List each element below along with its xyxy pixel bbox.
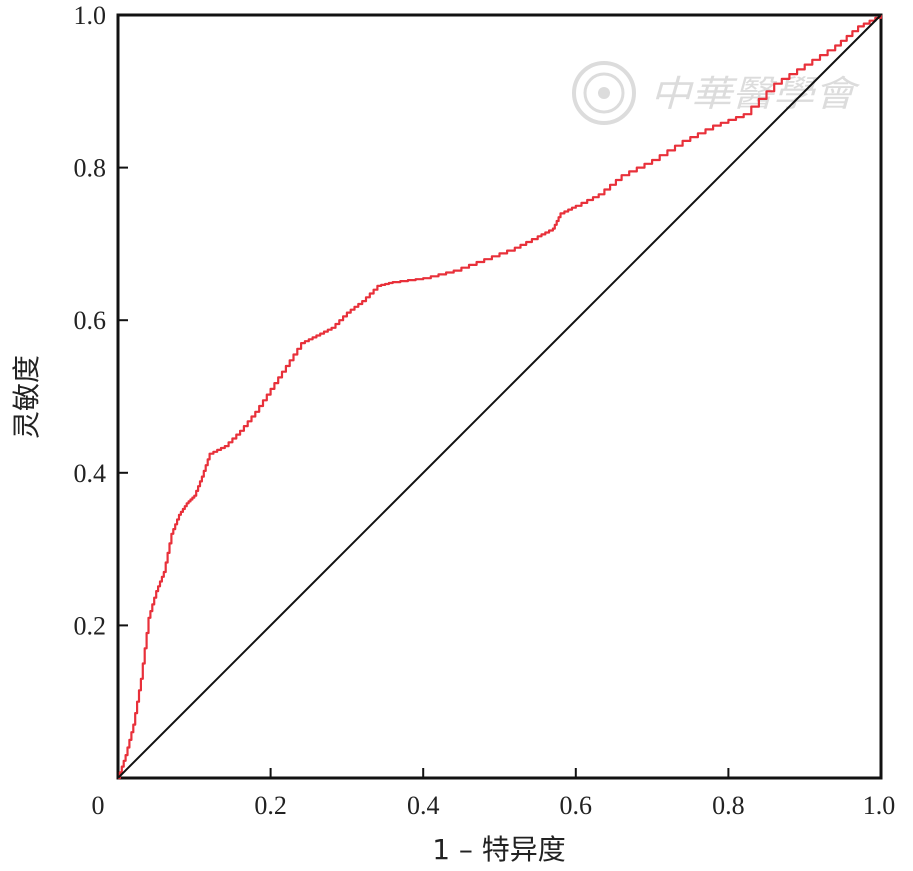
y-tick-label: 1.0 <box>74 1 107 30</box>
x-tick-label: 1.0 <box>863 791 896 820</box>
reference-diagonal-line <box>117 14 882 779</box>
y-tick-label: 0.8 <box>74 154 107 183</box>
y-tick-label: 0.6 <box>74 306 107 335</box>
y-tick-label: 0.4 <box>74 459 107 488</box>
watermark-text: 中華醫學會 <box>650 74 861 115</box>
watermark-seal-icon <box>572 61 636 125</box>
watermark: 中華醫學會 <box>572 61 861 125</box>
y-tick-label: 0.2 <box>74 611 107 640</box>
x-axis-label: 1 – 特异度 <box>432 833 566 866</box>
roc-curve-line <box>118 15 883 780</box>
x-tick-label: 0 <box>92 791 105 820</box>
x-tick-label: 0.6 <box>560 791 593 820</box>
x-tick-label: 0.8 <box>712 791 745 820</box>
x-tick-label: 0.4 <box>407 791 440 820</box>
x-tick-label: 0.2 <box>254 791 287 820</box>
plot-axes: 0 0.2 0.4 0.6 0.8 1.0 0.2 0.4 0.6 0.8 1.0 <box>74 1 896 820</box>
series-layer <box>117 14 883 780</box>
plot-frame <box>116 13 883 780</box>
y-axis-label: 灵敏度 <box>10 355 43 439</box>
